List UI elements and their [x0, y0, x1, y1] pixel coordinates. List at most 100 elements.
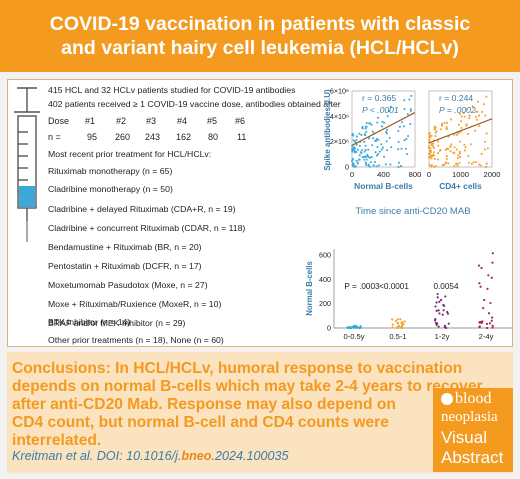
data-point [352, 133, 354, 135]
data-point [475, 161, 477, 163]
p-label: P < .0001 [362, 105, 399, 115]
data-point [459, 141, 461, 143]
data-point [481, 111, 483, 113]
data-point [357, 149, 359, 151]
data-point [468, 162, 470, 164]
data-point [409, 99, 411, 101]
data-point [353, 325, 355, 327]
data-point [355, 165, 357, 167]
data-point [491, 262, 493, 264]
data-point [434, 319, 436, 321]
data-point [372, 131, 374, 133]
data-point [351, 148, 353, 150]
data-point [453, 152, 455, 154]
data-point [448, 162, 450, 164]
data-point [376, 122, 378, 124]
data-point [437, 159, 439, 161]
data-point [437, 145, 439, 147]
data-point [491, 277, 493, 279]
x-tick-label: 800 [409, 170, 422, 179]
data-point [386, 149, 388, 151]
data-point [437, 293, 439, 295]
data-point [360, 134, 362, 136]
data-point [443, 164, 445, 166]
data-point [356, 139, 358, 141]
data-point [485, 166, 487, 168]
data-point [456, 149, 458, 151]
x-tick-label: 0 [427, 170, 431, 179]
data-point [450, 146, 452, 148]
data-point [450, 119, 452, 121]
data-point [361, 149, 363, 151]
data-point [487, 148, 489, 150]
data-point [471, 163, 473, 165]
data-point [437, 141, 439, 143]
data-point [389, 137, 391, 139]
data-point [365, 164, 367, 166]
data-point [363, 156, 365, 158]
data-point [368, 164, 370, 166]
data-point [459, 153, 461, 155]
data-point [383, 156, 385, 158]
data-point [360, 151, 362, 153]
data-point [401, 121, 403, 123]
data-point [410, 108, 412, 110]
data-point [454, 146, 456, 148]
data-point [369, 166, 371, 168]
y-tick-label: 4×10⁶ [330, 112, 349, 121]
category-label: 1-2y [435, 332, 450, 341]
data-point [445, 161, 447, 163]
chart-title: Time since anti-CD20 MAB [355, 206, 470, 217]
data-point [437, 296, 439, 298]
data-point [403, 320, 405, 322]
data-point [352, 158, 354, 160]
data-point [356, 144, 358, 146]
data-point [444, 295, 446, 297]
data-point [436, 322, 438, 324]
conclusions-line4: CD4 count, but normal B-cell and CD4 cou… [12, 414, 389, 432]
data-point [492, 252, 494, 254]
y-tick-label: 6×10⁶ [330, 87, 349, 96]
data-point [446, 122, 448, 124]
data-point [389, 164, 391, 166]
data-point [440, 149, 442, 151]
data-point [404, 108, 406, 110]
citation[interactable]: Kreitman et al. DOI: 10.1016/j.bneo.2024… [12, 449, 289, 463]
conclusions-label: Conclusions: [12, 360, 111, 377]
data-point [484, 115, 486, 117]
data-point [478, 326, 480, 328]
data-point [409, 123, 411, 125]
data-point [377, 146, 379, 148]
data-point [365, 162, 367, 164]
data-point [406, 153, 408, 155]
data-point [387, 115, 389, 117]
r-label: r = 0.244 [439, 93, 473, 103]
data-point [477, 101, 479, 103]
data-point [400, 165, 402, 167]
data-point [483, 299, 485, 301]
data-point [386, 129, 388, 131]
data-point [430, 166, 432, 168]
data-point [376, 165, 378, 167]
data-point [367, 149, 369, 151]
data-point [458, 155, 460, 157]
p-label: 0.0054 [433, 282, 458, 291]
data-point [380, 143, 382, 145]
data-point [446, 158, 448, 160]
data-point [366, 122, 368, 124]
data-point [492, 327, 494, 329]
data-point [482, 307, 484, 309]
data-point [365, 156, 367, 158]
data-point [478, 265, 480, 267]
y-axis-label: Normal B-cells [305, 261, 314, 316]
data-point [431, 158, 433, 160]
data-point [381, 126, 383, 128]
data-point [432, 146, 434, 148]
x-tick-label: 0 [350, 170, 354, 179]
data-point [351, 160, 353, 162]
data-point [440, 299, 442, 301]
data-point [470, 143, 472, 145]
data-point [477, 111, 479, 113]
y-tick-label: 400 [319, 275, 331, 284]
data-point [407, 113, 409, 115]
